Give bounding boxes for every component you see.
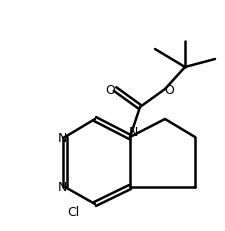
Text: O: O xyxy=(163,83,173,96)
Text: O: O xyxy=(105,83,115,96)
Text: N: N xyxy=(57,181,66,194)
Text: N: N xyxy=(128,125,137,138)
Text: N: N xyxy=(57,131,66,144)
Text: Cl: Cl xyxy=(67,206,79,219)
